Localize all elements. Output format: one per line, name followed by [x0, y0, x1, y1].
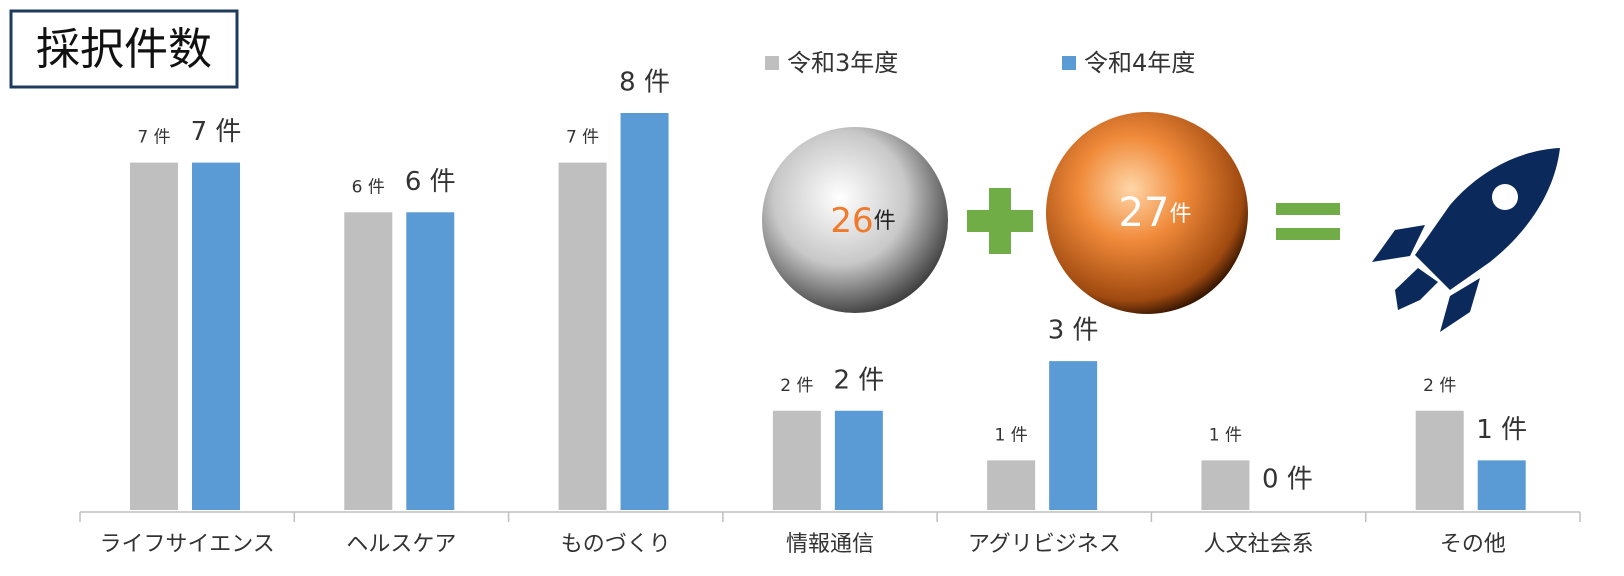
x-tick-label: ヘルスケア [346, 532, 456, 557]
data-label: 3 件 [1048, 316, 1099, 346]
x-tick-label: ものづくり [561, 532, 671, 557]
bar [1415, 410, 1464, 510]
data-label: 1 件 [1476, 415, 1527, 445]
bar [1201, 460, 1250, 510]
x-tick-label: 情報通信 [786, 532, 874, 557]
data-label: 2 件 [1423, 376, 1456, 396]
chart-title: 採択件数 [36, 24, 212, 75]
x-tick-label: ライフサイエンス [99, 532, 274, 557]
legend-swatch [765, 56, 779, 70]
sphere-r4 [1046, 112, 1248, 314]
legend-label: 令和4年度 [1084, 49, 1195, 77]
bar [192, 162, 240, 510]
bar [1049, 361, 1098, 510]
legend-label: 令和3年度 [787, 49, 898, 77]
total-label: 27件 [1119, 190, 1192, 236]
bar [130, 162, 178, 510]
title-box [9, 9, 239, 89]
bar [406, 212, 455, 510]
equals [1276, 203, 1340, 240]
data-label: 6 件 [405, 167, 456, 197]
plus [967, 188, 1033, 254]
legend-swatch [1062, 56, 1076, 70]
rocket-icon [1372, 148, 1560, 332]
bar [834, 410, 883, 510]
bar [558, 162, 607, 510]
bar [1477, 460, 1526, 510]
total-value: 27 [1119, 190, 1170, 236]
total-value: 26 [830, 201, 873, 241]
total-unit: 件 [874, 209, 896, 234]
bar [987, 460, 1036, 510]
data-label: 6 件 [352, 177, 385, 197]
x-tick-label: その他 [1440, 532, 1506, 557]
bar [344, 212, 393, 510]
data-label: 7 件 [137, 128, 170, 148]
data-label: 7 件 [566, 128, 599, 148]
bar [772, 410, 821, 510]
data-label: 1 件 [1209, 425, 1242, 445]
data-label: 2 件 [780, 376, 813, 396]
bar [620, 113, 669, 510]
data-label: 7 件 [191, 117, 242, 147]
total-label: 26件 [830, 201, 895, 241]
data-label: 1 件 [995, 425, 1028, 445]
x-tick-label: 人文社会系 [1204, 532, 1314, 557]
data-label: 2 件 [833, 365, 884, 395]
sphere-r3 [762, 127, 948, 313]
data-label: 8 件 [619, 68, 670, 98]
x-tick-label: アグリビジネス [968, 532, 1121, 557]
data-label: 0 件 [1262, 465, 1313, 495]
total-unit: 件 [1169, 202, 1191, 227]
